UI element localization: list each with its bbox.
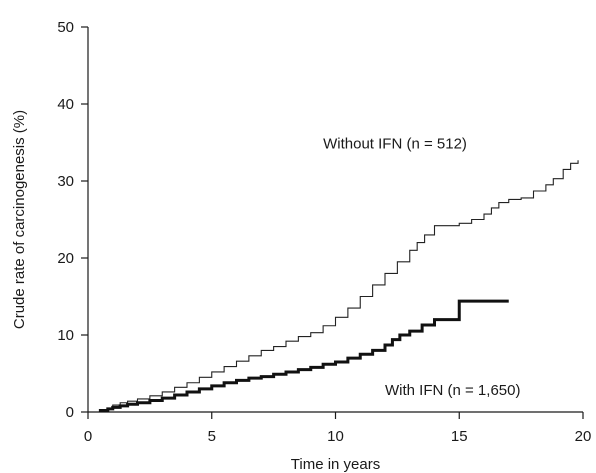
annotation-with-ifn: With IFN (n = 1,650) — [385, 382, 520, 399]
x-tick-label: 10 — [327, 428, 344, 445]
x-tick-label: 15 — [451, 428, 468, 445]
series-layer — [98, 160, 579, 412]
x-tick-label: 0 — [84, 428, 92, 445]
x-ticks: 0 5 10 15 20 — [84, 412, 592, 445]
series-line-without-ifn — [99, 160, 579, 412]
y-tick-label: 40 — [57, 96, 74, 113]
y-tick-label: 50 — [57, 19, 74, 36]
annotations: Without IFN (n = 512) With IFN (n = 1,650… — [323, 136, 520, 399]
axes — [87, 27, 583, 413]
x-tick-label: 5 — [208, 428, 216, 445]
y-axis-title: Crude rate of carcinogenesis (%) — [11, 110, 28, 329]
annotation-without-ifn: Without IFN (n = 512) — [323, 136, 467, 153]
series-line-with-ifn — [98, 299, 509, 412]
x-tick-label: 20 — [575, 428, 592, 445]
y-tick-label: 20 — [57, 250, 74, 267]
x-axis-title: Time in years — [291, 456, 380, 473]
y-tick-label: 30 — [57, 173, 74, 190]
y-tick-label: 0 — [66, 404, 74, 421]
y-ticks: 0 10 20 30 40 50 — [57, 19, 88, 421]
y-tick-label: 10 — [57, 327, 74, 344]
